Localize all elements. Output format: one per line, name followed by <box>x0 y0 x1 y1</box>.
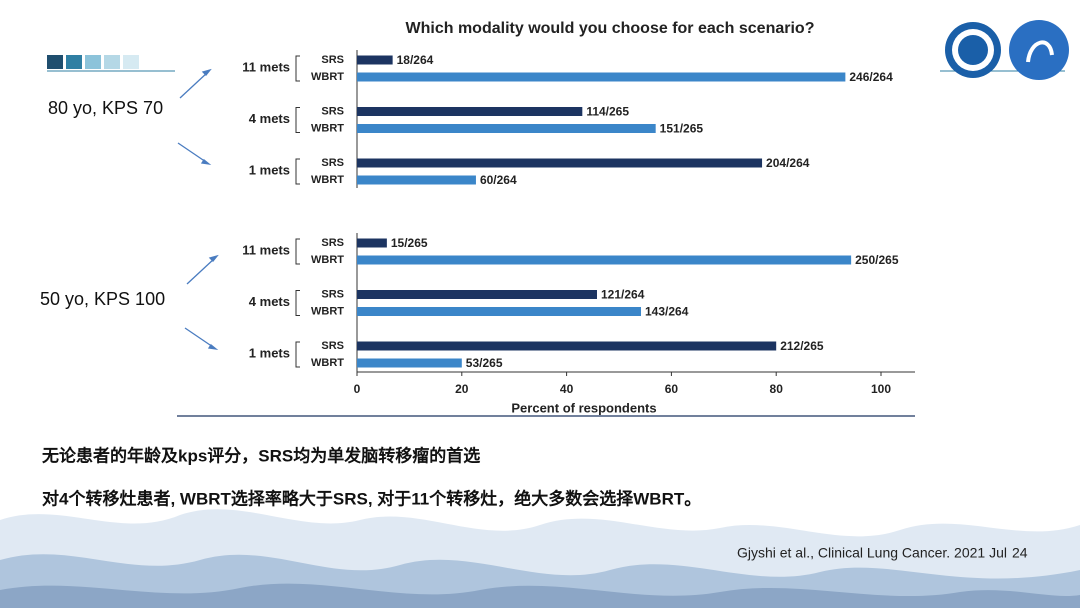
bracket <box>295 158 300 185</box>
bar <box>357 238 387 248</box>
chart-title: Which modality would you choose for each… <box>406 20 815 37</box>
series-label: WBRT <box>311 174 344 186</box>
x-tick-label: 0 <box>354 382 361 396</box>
bar <box>357 341 777 351</box>
series-label: SRS <box>321 288 344 300</box>
value-label: 53/265 <box>466 356 503 370</box>
bar <box>357 307 642 316</box>
x-axis-label: Percent of respondents <box>511 400 656 415</box>
value-label: 121/264 <box>601 288 645 302</box>
bar <box>357 290 597 299</box>
logo <box>945 20 1069 80</box>
value-label: 114/265 <box>586 105 629 119</box>
value-label: 212/265 <box>780 339 824 353</box>
value-label: 15/265 <box>391 236 428 250</box>
bar <box>357 158 763 168</box>
note: 对4个转移灶患者, WBRT选择率略大于SRS, 对于11个转移灶，绝大多数会选… <box>42 488 701 508</box>
bracket <box>295 107 300 133</box>
x-tick-label: 80 <box>770 382 784 396</box>
bracket <box>295 290 300 316</box>
series-label: SRS <box>321 157 344 169</box>
bar <box>357 72 846 82</box>
bracket <box>295 238 300 265</box>
category-label: 1 mets <box>249 345 290 360</box>
citation: Gjyshi et al., Clinical Lung Cancer. 202… <box>737 545 1007 561</box>
category-label: 4 mets <box>249 111 290 126</box>
x-tick-label: 60 <box>665 382 679 396</box>
series-label: WBRT <box>311 122 344 134</box>
value-label: 18/264 <box>397 53 434 67</box>
header-decoration <box>47 55 1065 72</box>
series-label: WBRT <box>311 357 344 369</box>
category-label: 11 mets <box>242 242 290 257</box>
x-tick-label: 40 <box>560 382 574 396</box>
series-label: SRS <box>321 54 344 66</box>
bar <box>357 358 462 368</box>
value-label: 151/265 <box>660 122 704 136</box>
bar <box>357 175 476 185</box>
value-label: 250/265 <box>855 253 899 267</box>
page-number: 24 <box>1012 545 1028 561</box>
value-label: 60/264 <box>480 173 517 187</box>
group-label: 50 yo, KPS 100 <box>40 289 165 309</box>
value-label: 246/264 <box>849 70 893 84</box>
category-label: 11 mets <box>242 59 290 74</box>
bracket <box>295 55 300 82</box>
bar <box>357 55 393 65</box>
x-tick-label: 20 <box>455 382 469 396</box>
x-tick-label: 100 <box>871 382 891 396</box>
series-label: WBRT <box>311 305 344 317</box>
note: 无论患者的年龄及kps评分，SRS均为单发脑转移瘤的首选 <box>41 445 480 465</box>
series-label: SRS <box>321 237 344 249</box>
category-label: 1 mets <box>249 162 290 177</box>
series-label: SRS <box>321 105 344 117</box>
bar <box>357 255 852 265</box>
arrow <box>177 68 219 350</box>
bracket <box>295 341 300 368</box>
wave-decoration <box>0 509 1080 608</box>
group-label: 80 yo, KPS 70 <box>48 98 163 118</box>
series-label: WBRT <box>311 254 344 266</box>
value-label: 143/264 <box>645 305 689 319</box>
category-label: 4 mets <box>249 294 290 309</box>
series-label: WBRT <box>311 71 344 83</box>
bar <box>357 107 583 116</box>
value-label: 204/264 <box>766 156 810 170</box>
bar <box>357 124 656 133</box>
series-label: SRS <box>321 340 344 352</box>
